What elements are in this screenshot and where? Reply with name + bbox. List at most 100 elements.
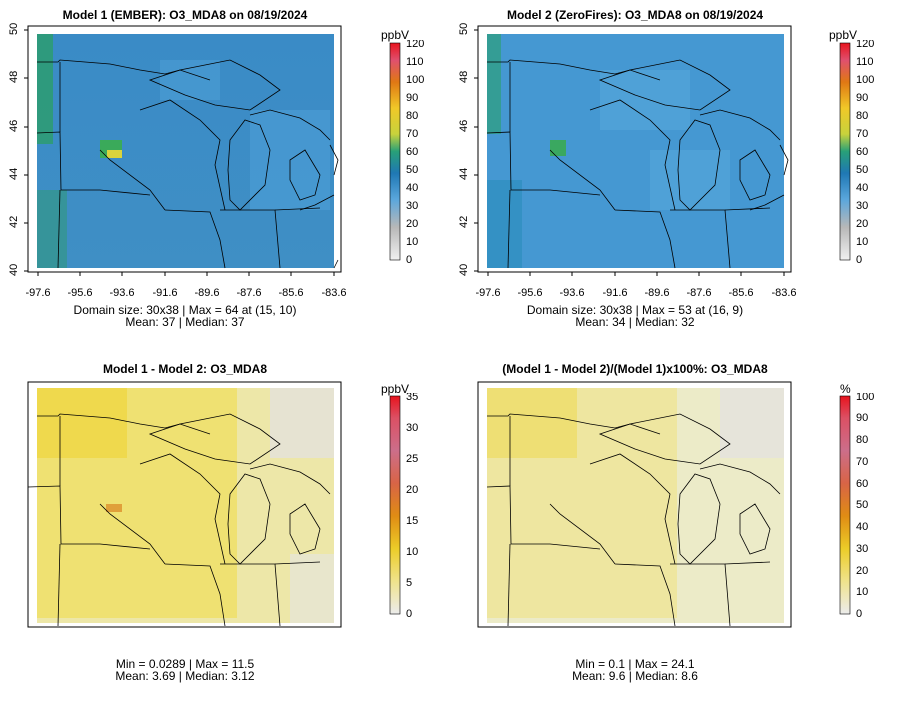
y-tick-label: 50 xyxy=(458,23,470,35)
stats-line: Min = 0.0289 | Max = 11.5 xyxy=(115,657,255,671)
colorbar-tick: 0 xyxy=(856,254,862,266)
y-tick-label: 40 xyxy=(458,264,470,276)
x-tick-label: -87.6 xyxy=(686,287,711,299)
x-tick-label: -89.6 xyxy=(194,287,219,299)
y-tick-label: 48 xyxy=(8,71,20,83)
colorbar-tick: 90 xyxy=(406,92,418,104)
colorbar-tick: 10 xyxy=(856,586,868,598)
y-tick-label: 46 xyxy=(458,120,470,132)
colorbar-tick: 70 xyxy=(856,456,868,468)
x-tick-label: -97.6 xyxy=(25,287,50,299)
y-tick-label: 42 xyxy=(8,216,20,228)
x-tick-label: -83.6 xyxy=(321,287,346,299)
x-tick-label: -87.6 xyxy=(236,287,261,299)
stats-line: Domain size: 30x38 | Max = 53 at (16, 9) xyxy=(526,303,744,317)
x-tick-label: -91.6 xyxy=(602,287,627,299)
colorbar-tick: 80 xyxy=(856,434,868,446)
colorbar-tick: 20 xyxy=(856,218,868,230)
stats-line: Mean: 3.69 | Median: 3.12 xyxy=(115,669,255,683)
colorbar-tick: 10 xyxy=(406,546,418,558)
panel-2-map: 40 42 44 46 48 50 -97.6 -95.6 -93.6 -91.… xyxy=(458,23,797,299)
colorbar-tick: 90 xyxy=(856,92,868,104)
y-tick-label: 46 xyxy=(8,120,20,132)
panel-3-map xyxy=(27,381,342,628)
colorbar-tick: 80 xyxy=(856,110,868,122)
y-axis: 40 42 44 46 48 50 xyxy=(8,23,29,276)
y-tick-label: 40 xyxy=(8,264,20,276)
colorbar-tick: 30 xyxy=(856,200,868,212)
panel-4-map xyxy=(477,381,792,628)
y-tick-label: 50 xyxy=(8,23,20,35)
y-tick-label: 42 xyxy=(458,216,470,228)
colorbar-tick: 30 xyxy=(406,200,418,212)
x-axis: -97.6 -95.6 -93.6 -91.6 -89.6 -87.6 -85.… xyxy=(25,271,347,299)
colorbar-tick: 40 xyxy=(406,182,418,194)
colorbar-tick: 110 xyxy=(856,56,874,68)
panel-2-title: Model 2 (ZeroFires): O3_MDA8 on 08/19/20… xyxy=(506,8,764,22)
colorbar-tick: 100 xyxy=(856,74,874,86)
panel-4-stats: Min = 0.1 | Max = 24.1 Mean: 9.6 | Media… xyxy=(490,658,780,682)
colorbar-tick: 40 xyxy=(856,182,868,194)
x-tick-label: -95.6 xyxy=(517,287,542,299)
x-tick-label: -95.6 xyxy=(67,287,92,299)
panel-1-unit: ppbV xyxy=(381,28,410,42)
stats-line: Min = 0.1 | Max = 24.1 xyxy=(575,657,695,671)
x-tick-label: -97.6 xyxy=(475,287,500,299)
y-tick-label: 44 xyxy=(458,168,470,180)
x-tick-label: -85.6 xyxy=(728,287,753,299)
colorbar-tick: 100 xyxy=(406,74,424,86)
x-tick-label: -89.6 xyxy=(644,287,669,299)
colorbar-tick: 40 xyxy=(856,521,868,533)
colorbar-tick: 60 xyxy=(406,146,418,158)
colorbar-tick: 60 xyxy=(856,478,868,490)
colorbar-tick: 100 xyxy=(856,393,874,403)
colorbar-tick: 10 xyxy=(856,236,868,248)
colorbar-tick: 25 xyxy=(406,453,418,465)
panel-4-colorbar: 100 90 80 70 60 50 40 30 20 10 0 xyxy=(839,393,874,618)
y-tick-label: 48 xyxy=(458,71,470,83)
stats-line: Mean: 9.6 | Median: 8.6 xyxy=(572,669,698,683)
panel-1-title: Model 1 (EMBER): O3_MDA8 on 08/19/2024 xyxy=(62,8,308,22)
colorbar-tick: 30 xyxy=(856,543,868,555)
stats-line: Domain size: 30x38 | Max = 64 at (15, 10… xyxy=(73,303,297,317)
colorbar-tick: 50 xyxy=(856,499,868,511)
panel-4-unit: % xyxy=(840,382,851,396)
colorbar-tick: 120 xyxy=(856,40,874,50)
panel-2-unit: ppbV xyxy=(829,28,858,42)
colorbar-tick: 30 xyxy=(406,422,418,434)
colorbar-tick: 90 xyxy=(856,412,868,424)
colorbar-tick: 0 xyxy=(406,608,412,618)
stats-line: Mean: 34 | Median: 32 xyxy=(575,315,695,329)
colorbar-tick: 50 xyxy=(406,164,418,176)
y-tick-label: 44 xyxy=(8,168,20,180)
x-tick-label: -93.6 xyxy=(109,287,134,299)
stats-line: Mean: 37 | Median: 37 xyxy=(125,315,245,329)
colorbar-tick: 70 xyxy=(856,128,868,140)
x-tick-label: -85.6 xyxy=(278,287,303,299)
colorbar-tick: 35 xyxy=(406,393,418,403)
state-boundaries xyxy=(36,59,339,269)
x-tick-label: -91.6 xyxy=(152,287,177,299)
colorbar-tick: 10 xyxy=(406,236,418,248)
colorbar-tick: 0 xyxy=(406,254,412,266)
colorbar-tick: 120 xyxy=(406,40,424,50)
colorbar-tick: 60 xyxy=(856,146,868,158)
colorbar-tick: 80 xyxy=(406,110,418,122)
colorbar-tick: 70 xyxy=(406,128,418,140)
panel-1-colorbar: 120 110 100 90 80 70 60 50 40 30 20 10 0 xyxy=(389,40,424,266)
x-tick-label: -83.6 xyxy=(771,287,796,299)
colorbar-tick: 110 xyxy=(406,56,424,68)
panel-3-stats: Min = 0.0289 | Max = 11.5 Mean: 3.69 | M… xyxy=(40,658,330,682)
panel-1-map: 40 42 44 46 48 50 -97.6 -95.6 -93.6 -91.… xyxy=(8,23,347,299)
colorbar-tick: 15 xyxy=(406,515,418,527)
panel-2-colorbar: 120 110 100 90 80 70 60 50 40 30 20 10 0 xyxy=(839,40,874,266)
panel-3-unit: ppbV xyxy=(381,382,410,396)
colorbar-tick: 0 xyxy=(856,608,862,618)
panel-4-title: (Model 1 - Model 2)/(Model 1)x100%: O3_M… xyxy=(502,362,768,376)
colorbar-tick: 50 xyxy=(856,164,868,176)
panel-3-title: Model 1 - Model 2: O3_MDA8 xyxy=(102,362,268,376)
panel-2-stats: Domain size: 30x38 | Max = 53 at (16, 9)… xyxy=(490,304,780,328)
colorbar-tick: 20 xyxy=(406,484,418,496)
colorbar-tick: 20 xyxy=(406,218,418,230)
panel-3-colorbar: 35 30 25 20 15 10 5 0 xyxy=(389,393,418,618)
